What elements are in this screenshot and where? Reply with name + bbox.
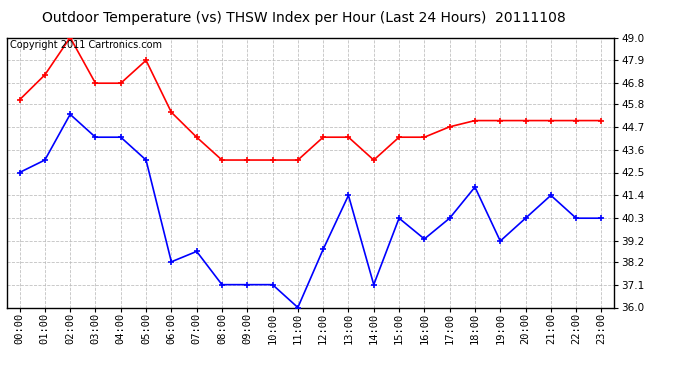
Text: Copyright 2011 Cartronics.com: Copyright 2011 Cartronics.com [10, 40, 162, 50]
Text: Outdoor Temperature (vs) THSW Index per Hour (Last 24 Hours)  20111108: Outdoor Temperature (vs) THSW Index per … [41, 11, 566, 25]
